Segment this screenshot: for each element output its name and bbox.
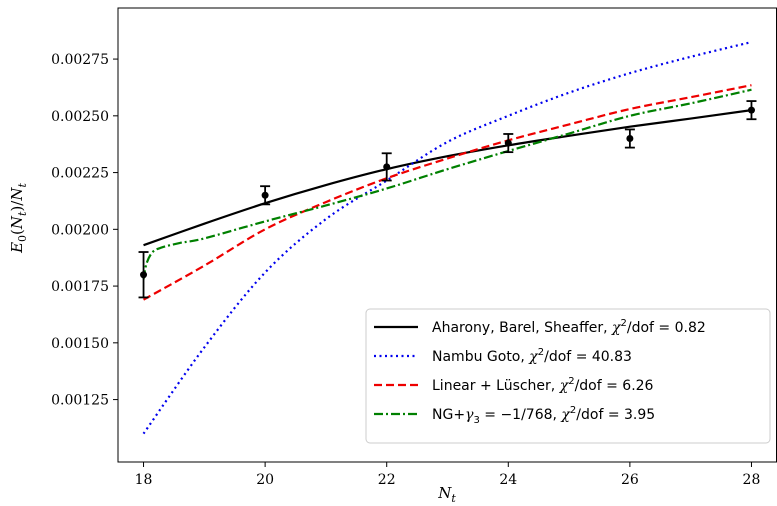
y-tick-label: 0.00275 [51, 52, 109, 68]
legend: Aharony, Barel, Sheaffer, χ2/dof = 0.82 … [365, 308, 771, 444]
y-axis-label-n-sub: t [16, 211, 29, 216]
data-marker [747, 106, 755, 114]
data-marker [140, 271, 148, 279]
y-axis-label-open: ( [8, 229, 26, 235]
y-tick-label: 0.00175 [51, 279, 109, 295]
x-tick-label: 20 [256, 472, 274, 488]
x-tick-label: 26 [621, 472, 639, 488]
legend-box [365, 308, 771, 444]
data-point [381, 152, 392, 182]
data-point [624, 128, 635, 149]
data-marker [504, 139, 512, 147]
plot-area [138, 40, 757, 435]
data-point [260, 185, 271, 206]
x-axis-label-main: N [437, 484, 452, 502]
y-axis-label: E0(Nt)/Nt [8, 183, 29, 254]
x-tick-label: 18 [135, 472, 153, 488]
x-axis-label: Nt [437, 484, 456, 505]
series-ng-gamma-line [142, 88, 752, 280]
x-tick-label: 22 [378, 472, 396, 488]
y-axis-label-n2: N [8, 187, 26, 202]
y-axis-label-slash: )/ [8, 200, 26, 212]
y-tick-label: 0.00125 [51, 393, 109, 409]
y-tick-label: 0.00200 [51, 222, 109, 238]
x-tick-label: 28 [743, 472, 761, 488]
y-axis-label-e: E [8, 242, 26, 254]
y-tick-label: 0.00225 [51, 166, 109, 182]
y-axis: 0.00125 0.00150 0.00175 0.00200 0.00225 0.002… [51, 52, 118, 409]
data-point [746, 100, 757, 121]
legend-label-nambu-goto: Nambu Goto, χ2/dof = 40.83 [432, 347, 632, 365]
legend-label-aharony: Aharony, Barel, Sheaffer, χ2/dof = 0.82 [432, 318, 706, 336]
legend-label-ng-gamma: NG+γ3 = −1/768, χ2/dof = 3.95 [432, 405, 655, 426]
y-axis-label-n2-sub: t [16, 183, 29, 188]
data-point [138, 251, 149, 299]
series-linear-luscher-line [142, 84, 752, 301]
data-marker [383, 163, 391, 171]
y-tick-label: 0.00250 [51, 109, 109, 125]
data-point [503, 133, 514, 154]
y-axis-label-e-sub: 0 [16, 235, 29, 242]
x-axis: 18 20 22 24 26 28 [135, 462, 761, 488]
series-aharony-line [143, 109, 752, 247]
y-tick-label: 0.00150 [51, 336, 109, 352]
legend-label-linear-luscher: Linear + Lüscher, χ2/dof = 6.26 [432, 376, 654, 394]
x-tick-label: 24 [499, 472, 517, 488]
data-marker [261, 191, 269, 199]
x-axis-label-sub: t [451, 492, 456, 505]
y-axis-label-n: N [8, 215, 26, 230]
data-marker [626, 135, 634, 143]
series-nambu-goto-line [142, 40, 752, 435]
